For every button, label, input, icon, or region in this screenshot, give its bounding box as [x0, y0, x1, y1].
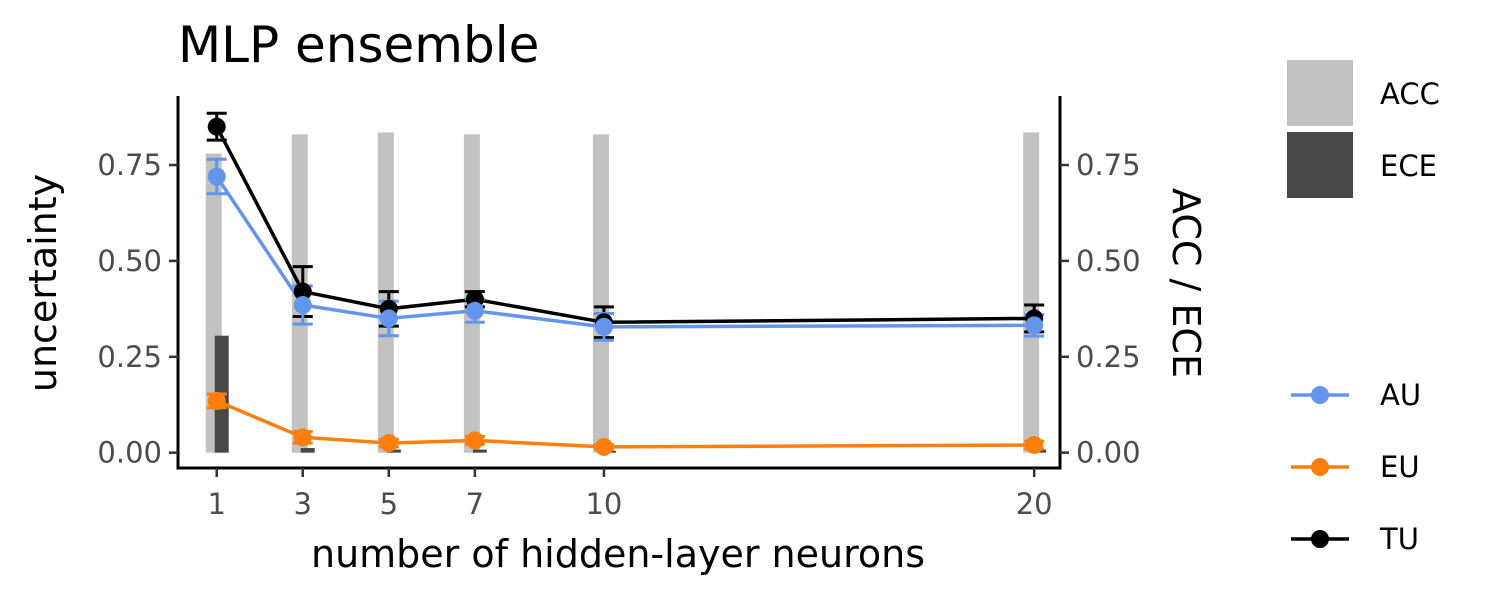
y-tick-label-left: 0.25: [97, 340, 162, 374]
y-axis-title-left: uncertainty: [21, 174, 65, 392]
point-eu: [1025, 435, 1044, 454]
legend-label-au: AU: [1380, 378, 1421, 412]
x-tick-label: 10: [585, 487, 622, 521]
legend-label-ece: ECE: [1380, 149, 1437, 183]
point-au: [293, 296, 312, 315]
legend-label-eu: EU: [1380, 450, 1420, 484]
y-tick-label-right: 0.75: [1076, 148, 1141, 182]
point-au: [594, 317, 613, 336]
point-eu: [465, 431, 484, 450]
legend: ACC ECE AU EU TU: [1287, 60, 1440, 556]
x-tick-label: 20: [1016, 487, 1053, 521]
point-au: [465, 301, 484, 320]
series-line-tu: [215, 125, 1035, 325]
point-eu: [293, 428, 312, 447]
x-tick-label: 3: [294, 487, 312, 521]
legend-key-ece: [1287, 132, 1353, 198]
plot-area: [205, 111, 1047, 456]
point-eu: [207, 391, 226, 410]
bar-ece: [300, 448, 315, 453]
point-au: [207, 167, 226, 186]
point-tu: [293, 282, 312, 301]
legend-label-acc: ACC: [1380, 77, 1440, 111]
point-au: [379, 309, 398, 328]
bar-acc: [592, 134, 609, 453]
point-eu: [594, 437, 613, 456]
series-line-au: [215, 175, 1035, 329]
point-eu: [379, 434, 398, 453]
legend-marker-au: [1311, 386, 1329, 404]
bar-ece: [386, 449, 401, 453]
series-line-eu: [216, 399, 1035, 449]
y-tick-label-left: 0.50: [97, 244, 162, 278]
y-axis-title-right: ACC / ECE: [1164, 188, 1208, 378]
y-tick-label-right: 0.50: [1076, 244, 1141, 278]
x-axis-title: number of hidden-layer neurons: [311, 532, 925, 576]
y-tick-label-right: 0.25: [1076, 340, 1141, 374]
axes: 0.00 0.00 0.25 0.25 0.50 0.50 0.75 0.75 1 3 5 7 10 20: [97, 96, 1141, 521]
legend-marker-eu: [1311, 458, 1329, 476]
x-tick-label: 5: [380, 487, 398, 521]
legend-marker-tu: [1311, 530, 1329, 548]
y-tick-label-left: 0.75: [97, 148, 162, 182]
y-tick-label-right: 0.00: [1076, 436, 1141, 470]
point-tu: [207, 117, 226, 136]
legend-label-tu: TU: [1379, 522, 1419, 556]
x-tick-label: 7: [466, 487, 484, 521]
bar-acc: [1023, 132, 1040, 453]
legend-key-acc: [1287, 60, 1353, 126]
point-au: [1025, 316, 1044, 335]
bar-ece: [472, 449, 487, 453]
chart-title: MLP ensemble: [178, 16, 539, 74]
x-tick-label: 1: [207, 487, 225, 521]
y-tick-label-left: 0.00: [97, 436, 162, 470]
